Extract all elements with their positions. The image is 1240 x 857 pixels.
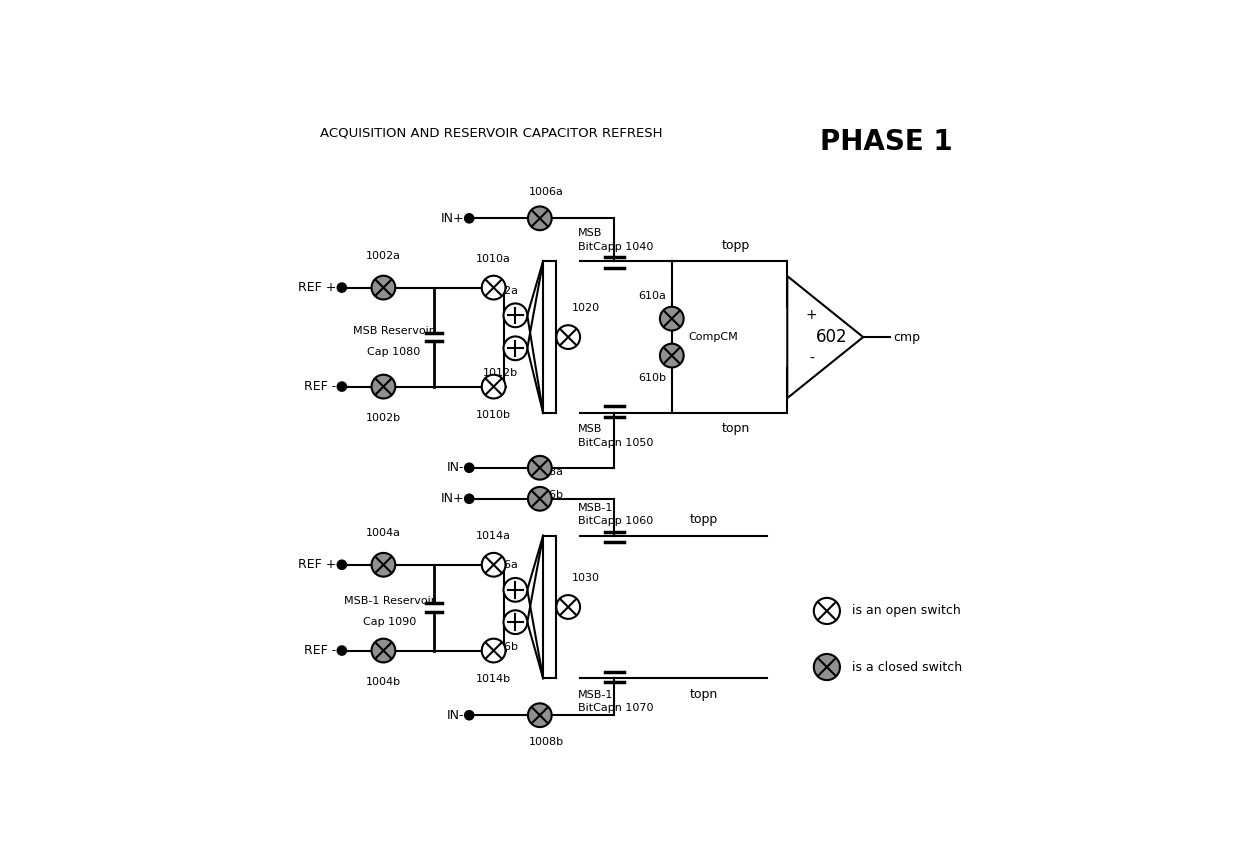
Circle shape [337,560,346,569]
Text: ACQUISITION AND RESERVOIR CAPACITOR REFRESH: ACQUISITION AND RESERVOIR CAPACITOR REFR… [320,126,662,139]
Circle shape [503,337,527,360]
Text: IN+: IN+ [440,492,464,506]
Text: 1016a: 1016a [484,560,518,570]
Text: -: - [810,352,813,366]
Text: PHASE 1: PHASE 1 [820,129,952,157]
Text: 1002a: 1002a [366,251,401,261]
Text: 1030: 1030 [572,573,599,584]
Text: BitCapn 1050: BitCapn 1050 [578,438,653,447]
Circle shape [372,375,396,399]
Circle shape [528,704,552,727]
Circle shape [482,276,506,299]
Circle shape [528,487,552,511]
Text: 1004b: 1004b [366,677,401,687]
Text: BitCapp 1040: BitCapp 1040 [578,242,653,252]
Text: IN-: IN- [446,461,464,474]
Circle shape [465,494,474,503]
Text: CompCM: CompCM [688,333,738,342]
Text: 602: 602 [816,328,847,346]
Circle shape [372,638,396,662]
Text: MSB: MSB [578,424,603,434]
Circle shape [465,710,474,720]
Text: 1012a: 1012a [484,285,518,296]
Text: 1020: 1020 [572,303,600,314]
Circle shape [503,578,527,602]
Text: REF +: REF + [298,558,336,572]
Text: Cap 1090: Cap 1090 [363,617,415,627]
Text: topn: topn [722,423,750,435]
Circle shape [337,283,346,292]
Text: 610a: 610a [639,291,666,302]
Circle shape [482,375,506,399]
Text: 1014b: 1014b [476,674,511,684]
Circle shape [813,598,839,624]
Text: topn: topn [689,687,718,700]
Text: REF -: REF - [304,381,336,393]
Text: MSB-1: MSB-1 [578,690,614,700]
Text: MSB Reservoir: MSB Reservoir [353,326,434,335]
Text: topp: topp [689,513,718,526]
Circle shape [465,463,474,472]
Circle shape [660,344,683,368]
Text: 1006a: 1006a [529,187,564,196]
Circle shape [482,638,506,662]
Text: 1008b: 1008b [528,737,564,747]
Text: Cap 1080: Cap 1080 [367,346,420,357]
Text: 1016b: 1016b [484,642,518,652]
Text: 1004a: 1004a [366,529,401,538]
Text: IN-: IN- [446,709,464,722]
Text: 1014a: 1014a [476,531,511,541]
Text: cmp: cmp [893,331,920,344]
Text: REF -: REF - [304,644,336,657]
Text: topp: topp [722,239,750,252]
Circle shape [813,654,839,680]
Circle shape [482,553,506,577]
Text: +: + [806,309,817,322]
Text: 1010a: 1010a [476,254,511,264]
Circle shape [660,307,683,331]
Text: 1012b: 1012b [484,369,518,378]
Text: 1002b: 1002b [366,413,401,423]
Circle shape [528,456,552,480]
Circle shape [557,325,580,349]
Circle shape [372,276,396,299]
Circle shape [503,303,527,327]
Circle shape [372,553,396,577]
Text: is an open switch: is an open switch [852,604,961,617]
Circle shape [557,595,580,619]
Text: 1010b: 1010b [476,411,511,420]
Text: MSB-1 Reservoir: MSB-1 Reservoir [343,596,435,606]
Text: BitCapn 1070: BitCapn 1070 [578,703,653,713]
Text: 610b: 610b [639,373,666,383]
Text: IN+: IN+ [440,212,464,225]
Text: 1008a: 1008a [529,467,564,477]
Text: BitCapp 1060: BitCapp 1060 [578,516,653,526]
Text: 1006b: 1006b [529,489,564,500]
Text: REF +: REF + [298,281,336,294]
Text: is a closed switch: is a closed switch [852,661,962,674]
Circle shape [465,213,474,223]
Text: MSB-1: MSB-1 [578,503,614,513]
Text: MSB: MSB [578,229,603,238]
Circle shape [337,382,346,391]
Circle shape [528,207,552,231]
Circle shape [503,610,527,634]
Circle shape [337,646,346,655]
